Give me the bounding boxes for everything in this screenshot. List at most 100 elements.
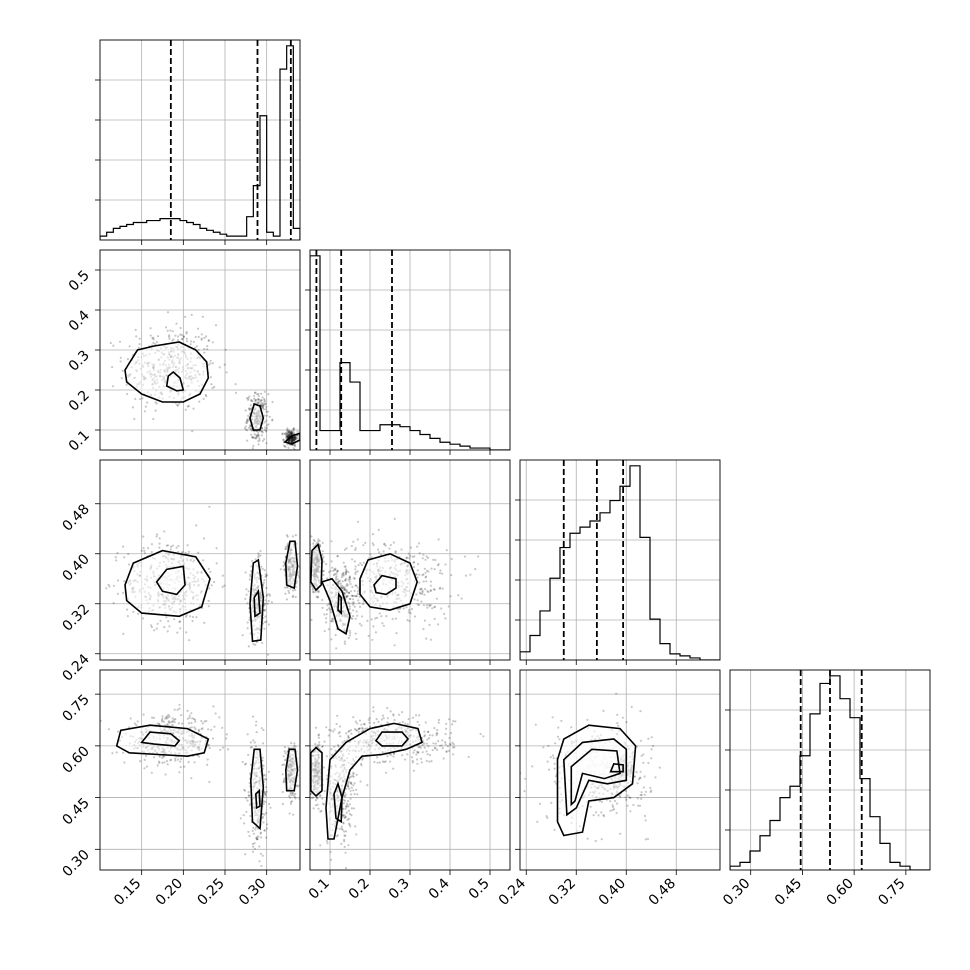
scatter-point bbox=[322, 803, 325, 806]
scatter-point bbox=[615, 811, 618, 815]
scatter-point bbox=[554, 742, 557, 745]
scatter-point bbox=[263, 414, 266, 417]
scatter-point bbox=[417, 603, 421, 607]
scatter-point bbox=[348, 576, 351, 579]
scatter-point bbox=[323, 630, 326, 633]
scatter-point bbox=[352, 603, 355, 606]
scatter-point bbox=[307, 570, 309, 572]
scatter-point bbox=[410, 756, 414, 759]
scatter-point bbox=[187, 761, 190, 764]
scatter-point bbox=[294, 436, 297, 439]
scatter-point bbox=[142, 546, 145, 550]
scatter-point bbox=[246, 621, 249, 624]
scatter-point bbox=[557, 726, 560, 729]
scatter-point bbox=[266, 593, 269, 596]
contour-line bbox=[140, 731, 181, 747]
scatter-point bbox=[262, 742, 265, 745]
scatter-point bbox=[432, 558, 435, 561]
scatter-point bbox=[262, 581, 265, 585]
scatter-point bbox=[293, 794, 296, 797]
scatter-point bbox=[137, 346, 140, 349]
scatter-point bbox=[287, 446, 290, 449]
scatter-point bbox=[263, 602, 266, 605]
scatter-point bbox=[257, 395, 260, 398]
scatter-point bbox=[135, 335, 138, 338]
scatter-point bbox=[156, 764, 159, 767]
scatter-point bbox=[380, 718, 383, 721]
scatter-point bbox=[413, 555, 416, 558]
panel-3-0: 0.15 0.20 0.25 0.300.300.450.600.75 bbox=[59, 669, 301, 909]
scatter-point bbox=[477, 555, 480, 558]
scatter-point bbox=[553, 828, 556, 831]
scatter-point bbox=[449, 732, 452, 735]
scatter-point bbox=[348, 812, 352, 816]
tick-label-x: 0.15 bbox=[111, 876, 144, 909]
scatter-point bbox=[176, 404, 179, 407]
scatter-point bbox=[386, 706, 389, 710]
scatter-point bbox=[135, 723, 138, 727]
scatter-point bbox=[122, 591, 125, 595]
scatter-point bbox=[163, 625, 166, 629]
scatter-point bbox=[356, 586, 359, 589]
scatter-point bbox=[356, 722, 359, 725]
scatter-point bbox=[346, 818, 349, 822]
scatter-point bbox=[181, 337, 184, 340]
contour-line bbox=[249, 558, 265, 643]
scatter-point bbox=[351, 594, 354, 597]
scatter-point bbox=[261, 431, 264, 434]
scatter-point bbox=[422, 628, 425, 631]
scatter-point bbox=[448, 736, 451, 740]
scatter-point bbox=[348, 575, 351, 578]
scatter-point bbox=[289, 800, 293, 804]
scatter-point bbox=[112, 602, 115, 605]
scatter-point bbox=[390, 754, 393, 757]
scatter-point bbox=[184, 551, 187, 554]
scatter-point bbox=[356, 729, 359, 732]
scatter-point bbox=[329, 608, 332, 611]
scatter-point bbox=[354, 632, 357, 635]
scatter-point bbox=[248, 407, 251, 410]
scatter-point bbox=[321, 745, 324, 748]
scatter-point bbox=[388, 547, 391, 550]
scatter-point bbox=[265, 427, 268, 430]
scatter-point bbox=[383, 761, 386, 764]
contour-line bbox=[249, 748, 265, 831]
scatter-point bbox=[213, 725, 216, 728]
scatter-point bbox=[321, 541, 324, 545]
scatter-point bbox=[265, 574, 268, 578]
scatter-point bbox=[267, 599, 270, 603]
scatter-point bbox=[128, 563, 131, 566]
scatter-point bbox=[424, 721, 427, 724]
panel-2-0: 0.240.320.400.48 bbox=[59, 459, 301, 685]
scatter-point bbox=[416, 750, 419, 754]
scatter-point bbox=[340, 584, 343, 587]
scatter-point bbox=[289, 432, 293, 435]
scatter-point bbox=[347, 844, 350, 847]
scatter-point bbox=[251, 559, 254, 563]
scatter-point bbox=[171, 544, 174, 547]
scatter-point bbox=[361, 726, 364, 730]
scatter-point bbox=[421, 592, 424, 595]
scatter-point bbox=[547, 744, 550, 748]
scatter-point bbox=[307, 555, 309, 557]
scatter-point bbox=[335, 647, 338, 650]
scatter-point bbox=[350, 786, 353, 789]
scatter-point bbox=[250, 399, 253, 402]
scatter-point bbox=[154, 343, 157, 346]
scatter-point bbox=[179, 766, 182, 769]
scatter-point bbox=[162, 755, 165, 758]
scatter-point bbox=[354, 572, 357, 576]
scatter-point bbox=[248, 834, 251, 838]
scatter-point bbox=[178, 402, 181, 405]
scatter-point bbox=[356, 570, 359, 573]
scatter-point bbox=[345, 569, 348, 572]
scatter-point bbox=[288, 431, 291, 434]
scatter-point bbox=[154, 401, 157, 404]
scatter-point bbox=[246, 733, 249, 736]
scatter-point bbox=[429, 589, 432, 592]
scatter-point bbox=[243, 427, 246, 430]
scatter-point bbox=[282, 438, 285, 441]
plot-area bbox=[310, 706, 485, 870]
contour-fill bbox=[310, 544, 322, 590]
scatter-point bbox=[169, 329, 172, 332]
